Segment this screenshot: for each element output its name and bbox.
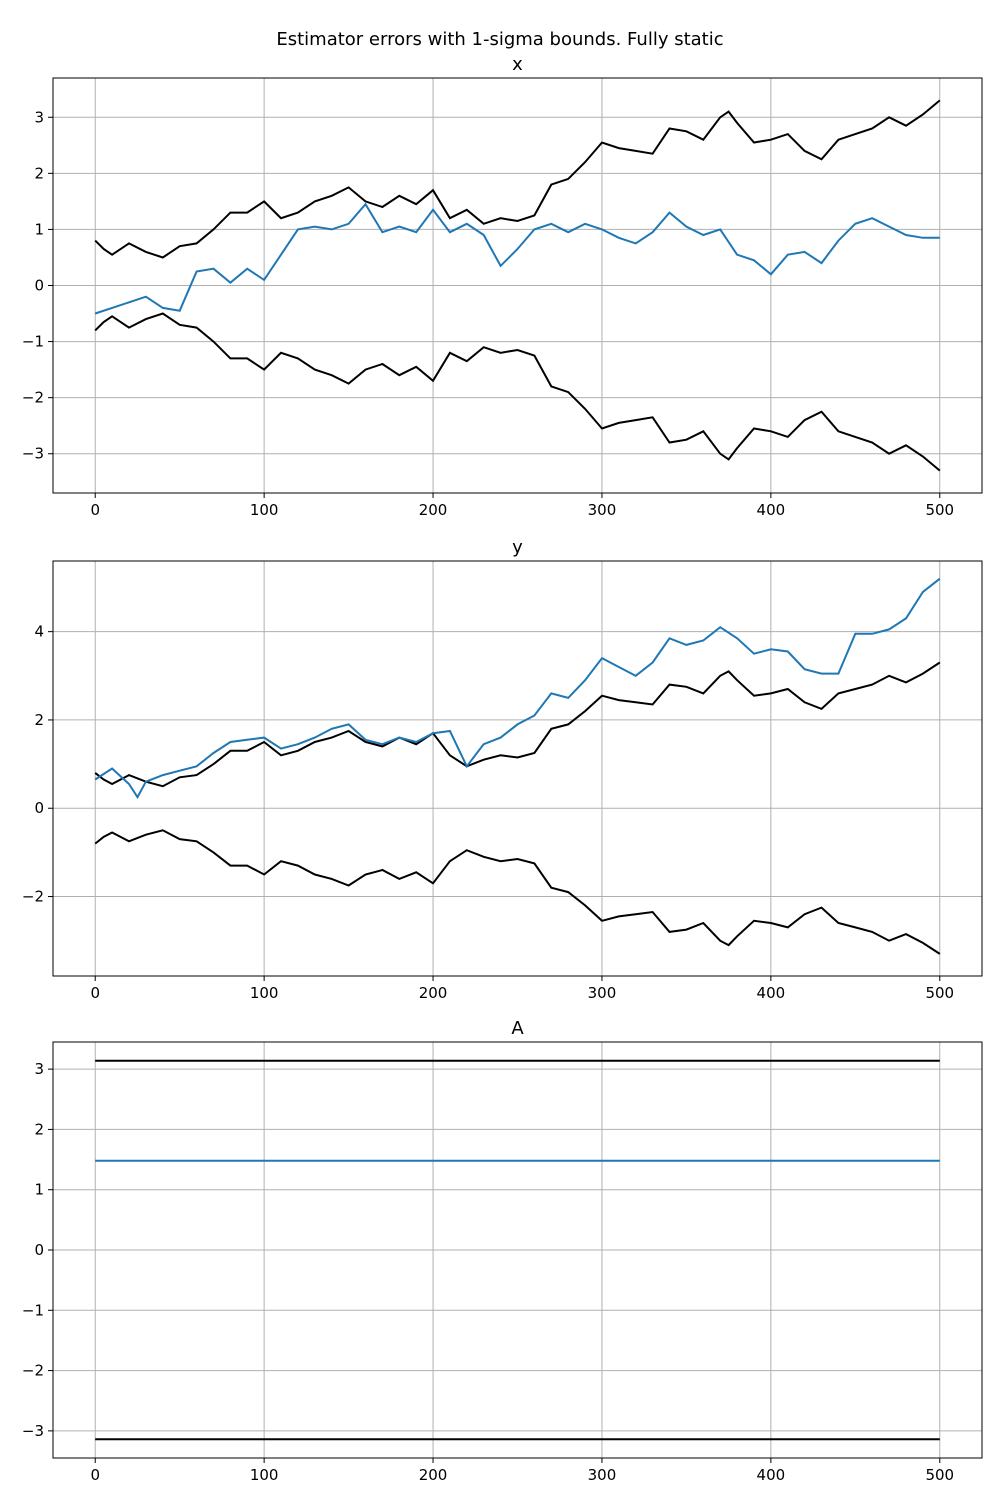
subplot-y-x-tick-label: 500: [925, 984, 954, 1002]
subplot-y-y-tick-label: 2: [34, 711, 44, 729]
subplot-x-x-tick-label: 100: [250, 501, 279, 519]
subplot-a-x-tick-label: 100: [250, 1466, 279, 1484]
subplot-x-y-tick-label: 0: [34, 277, 44, 295]
subplot-x: x 0 100 200 300 400 500 −3 −2 −1 0 1 2 3: [22, 54, 983, 519]
subplot-x-x-tick-label: 0: [90, 501, 100, 519]
subplot-a-title: A: [511, 1018, 524, 1039]
subplot-x-y-tick-label: −2: [22, 389, 44, 407]
subplot-a-x-tick-label: 0: [90, 1466, 100, 1484]
subplot-a-x-tick-label: 500: [925, 1466, 954, 1484]
subplot-x-y-tick-label: 3: [34, 108, 44, 126]
subplot-a-x-tick-label: 400: [757, 1466, 786, 1484]
subplot-y-title: y: [512, 537, 523, 558]
subplot-x-y-tick-label: −3: [22, 445, 44, 463]
subplot-y-estimate-line: [94, 577, 941, 800]
subplot-a-x-tick-label: 200: [419, 1466, 448, 1484]
subplot-y-x-tick-label: 400: [757, 984, 786, 1002]
subplot-y-x-tick-label: 300: [588, 984, 617, 1002]
subplot-x-x-tick-label: 300: [588, 501, 617, 519]
subplot-x-x-tick-label: 200: [419, 501, 448, 519]
subplot-y-y-tick-label: 4: [34, 623, 44, 641]
subplot-a-y-tick-label: −3: [22, 1422, 44, 1440]
subplot-a-y-tick-label: 2: [34, 1120, 44, 1138]
figure-suptitle: Estimator errors with 1-sigma bounds. Fu…: [276, 29, 723, 50]
subplot-y-lower-bound-line: [94, 829, 941, 955]
subplot-y-x-tick-label: 0: [90, 984, 100, 1002]
subplot-y-frame: [52, 560, 983, 977]
subplot-x-lower-bound-line: [94, 312, 941, 472]
subplot-x-y-tick-label: −1: [22, 333, 44, 351]
subplot-x-estimate-line: [94, 202, 940, 315]
subplot-a-y-tick-label: −1: [22, 1301, 44, 1319]
subplot-x-x-tick-label: 400: [757, 501, 786, 519]
subplot-a-x-tick-label: 300: [588, 1466, 617, 1484]
subplot-a-y-tick-label: 1: [34, 1181, 44, 1199]
subplot-x-x-tick-label: 500: [925, 501, 954, 519]
subplot-a: A 0 100 200 300 400 500 −3 −2 −1 0 1 2 3: [22, 1018, 983, 1484]
subplot-y-upper-bound-line: [94, 661, 941, 788]
subplot-a-y-tick-label: 0: [34, 1241, 44, 1259]
subplot-x-title: x: [512, 54, 523, 75]
subplot-y-x-tick-label: 200: [419, 984, 448, 1002]
subplot-y-y-tick-label: −2: [22, 888, 44, 906]
subplot-x-upper-bound-line: [94, 99, 941, 259]
subplot-a-y-tick-label: −2: [22, 1362, 44, 1380]
subplot-x-y-tick-label: 1: [34, 220, 44, 238]
subplot-a-y-tick-label: 3: [34, 1060, 44, 1078]
subplot-y: y 0 100 200 300 400 500 −2 0 2 4: [22, 537, 983, 1002]
subplot-y-y-tick-label: 0: [34, 799, 44, 817]
subplot-y-x-tick-label: 100: [250, 984, 279, 1002]
subplot-x-y-tick-label: 2: [34, 164, 44, 182]
